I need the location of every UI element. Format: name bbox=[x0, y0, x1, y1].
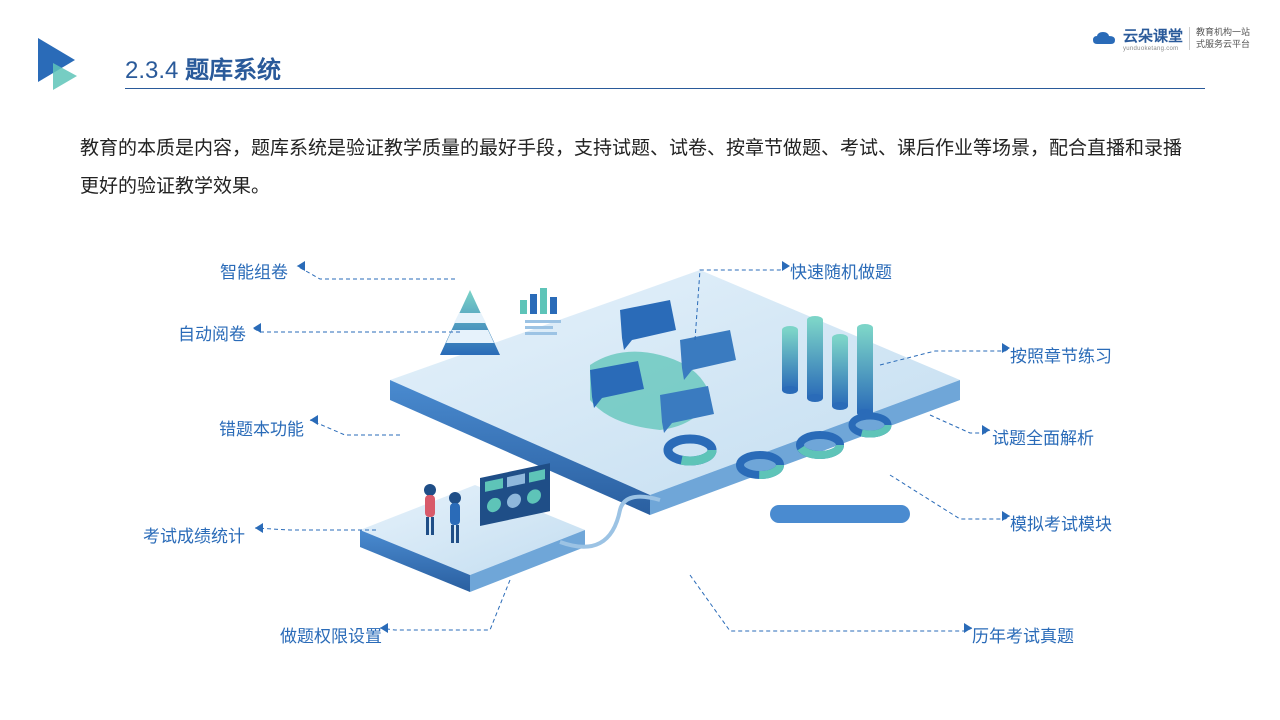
small-platform-top bbox=[360, 485, 585, 575]
feature-label-right-0: 快速随机做题 bbox=[790, 258, 892, 283]
title-underline bbox=[125, 88, 1205, 89]
feature-label-right-1: 按照章节练习 bbox=[1010, 342, 1112, 367]
feature-label-right-4: 历年考试真题 bbox=[972, 622, 1074, 647]
pill-shape bbox=[770, 505, 910, 523]
feature-label-left-4: 做题权限设置 bbox=[280, 622, 382, 647]
feature-label-left-0: 智能组卷 bbox=[220, 258, 288, 283]
section-icon bbox=[35, 35, 90, 95]
cloud-icon bbox=[1091, 30, 1117, 48]
isometric-illustration bbox=[0, 210, 1280, 690]
feature-label-right-2: 试题全面解析 bbox=[992, 424, 1094, 449]
section-number: 2.3.4 bbox=[125, 57, 178, 84]
logo-subtext: yunduoketang.com bbox=[1123, 46, 1183, 52]
logo-text: 云朵课堂 bbox=[1123, 25, 1183, 46]
pyramid-icon bbox=[440, 290, 500, 355]
section-name: 题库系统 bbox=[185, 57, 281, 84]
feature-label-left-3: 考试成绩统计 bbox=[143, 522, 245, 547]
feature-label-left-2: 错题本功能 bbox=[219, 415, 304, 440]
logo-tagline: 教育机构一站 式服务云平台 bbox=[1189, 27, 1250, 50]
feature-label-left-1: 自动阅卷 bbox=[178, 320, 246, 345]
section-title: 2.3.4 题库系统 bbox=[125, 50, 281, 85]
brand-logo: 云朵课堂 yunduoketang.com 教育机构一站 式服务云平台 bbox=[1091, 25, 1250, 52]
section-description: 教育的本质是内容，题库系统是验证教学质量的最好手段，支持试题、试卷、按章节做题、… bbox=[80, 130, 1200, 206]
mini-bar-chart bbox=[520, 288, 557, 314]
feature-diagram: 智能组卷自动阅卷错题本功能考试成绩统计做题权限设置 快速随机做题按照章节练习试题全… bbox=[0, 210, 1280, 690]
feature-label-right-3: 模拟考试模块 bbox=[1010, 510, 1112, 535]
